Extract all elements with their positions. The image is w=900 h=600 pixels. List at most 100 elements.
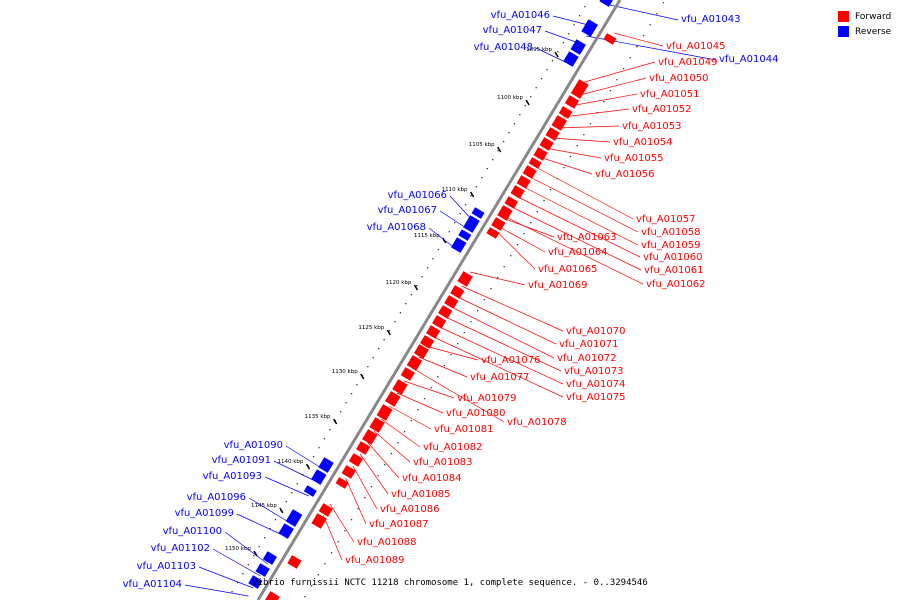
forward-gene-label: vfu_A01085 [391, 489, 450, 500]
minor-dot [388, 330, 391, 332]
forward-gene-label: vfu_A01070 [566, 326, 625, 337]
reverse-gene-label: vfu_A01099 [175, 508, 234, 519]
minor-dot [549, 189, 552, 191]
reverse-leader-line [264, 476, 309, 497]
forward-leader-line [461, 285, 564, 332]
minor-dot [475, 186, 478, 188]
minor-dot [236, 582, 239, 584]
scale-tick-label: 1105 kbp [469, 142, 495, 148]
minor-dot [656, 13, 658, 15]
forward-gene-label: vfu_A01078 [507, 417, 566, 428]
forward-gene-arrow [385, 391, 401, 407]
forward-gene-label: vfu_A01051 [640, 89, 699, 100]
minor-dot [231, 591, 233, 593]
forward-gene-label: vfu_A01075 [566, 392, 625, 403]
forward-gene-arrow [311, 513, 327, 529]
minor-dot [340, 411, 342, 413]
forward-gene-arrow [504, 196, 519, 209]
minor-dot [253, 555, 255, 557]
legend-reverse: Reverse [838, 24, 891, 39]
forward-leader-line [443, 315, 562, 372]
forward-gene-label: vfu_A01081 [434, 424, 493, 435]
forward-leader-line [544, 147, 602, 159]
minor-dot [622, 68, 625, 70]
minor-dot [323, 438, 326, 440]
minor-dot [530, 222, 532, 224]
forward-leader-line [502, 217, 555, 238]
forward-gene-label: vfu_A01054 [613, 137, 672, 148]
forward-leader-line [533, 165, 634, 220]
minor-dot [311, 585, 313, 587]
minor-dot [470, 321, 472, 323]
scale-tick-label: 1115 kbp [414, 233, 440, 239]
legend-forward-label: Forward [855, 11, 892, 22]
minor-dot [629, 57, 631, 59]
minor-dot [410, 420, 412, 422]
scale-tick-label: 1135 kbp [305, 414, 331, 420]
forward-leader-line [556, 125, 620, 129]
minor-dot [523, 233, 525, 235]
forward-leader-line [431, 335, 564, 398]
forward-gene-arrow [265, 591, 280, 600]
minor-dot [324, 563, 326, 565]
scale-tick-label: 1150 kbp [225, 546, 251, 552]
forward-leader-line [367, 441, 400, 479]
scale-ticks: 1095 kbp 1100 kbp 1105 kbp 1110 kbp 1115 kbp… [225, 47, 559, 557]
forward-leader-line [388, 405, 432, 430]
minor-dot [432, 258, 434, 260]
forward-gene-label: vfu_A01069 [528, 280, 587, 291]
forward-gene-arrow [376, 404, 393, 421]
forward-gene-arrow [564, 95, 580, 109]
forward-gene-label: vfu_A01050 [649, 73, 708, 84]
major-tick [525, 99, 530, 106]
legend-reverse-label: Reverse [855, 26, 892, 37]
forward-gene-label: vfu_A01062 [646, 279, 705, 290]
forward-gene-arrow [335, 477, 349, 489]
reverse-gene-arrow [255, 563, 270, 577]
minor-tick-dots [231, 2, 665, 598]
major-tick [332, 418, 338, 425]
forward-gene-label: vfu_A01055 [604, 153, 663, 164]
scale-tick-label: 1125 kbp [358, 325, 384, 331]
forward-gene-label: vfu_A01045 [666, 41, 725, 52]
minor-dot [384, 464, 386, 466]
forward-gene-arrow [516, 175, 531, 189]
minor-dot [350, 393, 353, 395]
forward-gene-label: vfu_A01063 [557, 232, 616, 243]
forward-gene-arrow [392, 379, 408, 395]
reverse-gene-arrow [570, 39, 586, 55]
minor-dot [562, 42, 564, 44]
reverse-gene-label: vfu_A01044 [719, 54, 778, 65]
forward-leader-line [345, 477, 367, 525]
minor-dot [437, 376, 439, 378]
minor-dot [476, 310, 479, 312]
reverse-gene-label: vfu_A01102 [151, 543, 210, 554]
reverse-gene-arrow [248, 575, 263, 589]
minor-dot [530, 96, 532, 98]
minor-dot [317, 574, 319, 576]
forward-gene-label: vfu_A01089 [345, 555, 404, 566]
minor-dot [616, 79, 618, 81]
forward-leader-line [515, 195, 641, 258]
major-tick [305, 463, 311, 470]
forward-leader-line [521, 185, 639, 246]
minor-dot [247, 564, 250, 566]
minor-dot [394, 321, 396, 323]
forward-leader-line [322, 514, 343, 561]
legend-forward: Forward [838, 9, 891, 24]
forward-leader-line [469, 271, 526, 286]
minor-dot [383, 339, 385, 341]
minor-dot [636, 46, 638, 48]
minor-dot [519, 114, 521, 116]
minor-dot [264, 537, 266, 539]
minor-dot [372, 357, 374, 359]
major-tick [360, 373, 365, 380]
forward-gene-label: vfu_A01057 [636, 214, 695, 225]
reverse-gene-label: vfu_A01048 [474, 42, 533, 53]
reverse-swatch [838, 26, 849, 37]
reverse-gene-label: vfu_A01043 [681, 14, 740, 25]
forward-leader-line [373, 430, 411, 463]
minor-dot [269, 528, 271, 530]
forward-gene-label: vfu_A01059 [641, 240, 700, 251]
minor-dot [568, 33, 570, 35]
